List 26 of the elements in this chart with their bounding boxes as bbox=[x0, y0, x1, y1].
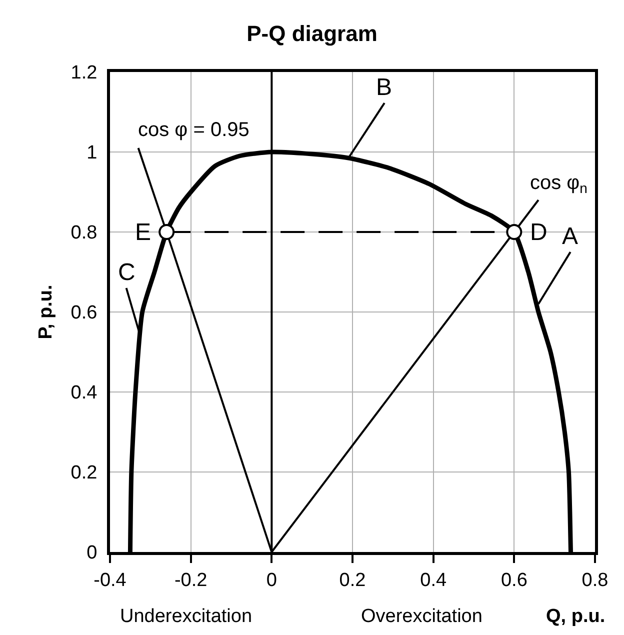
text: Overexcitation bbox=[361, 606, 482, 627]
annotation: A bbox=[562, 223, 578, 250]
annotation: cos φ = 0.95 bbox=[138, 119, 250, 141]
x-tick-label: -0.4 bbox=[94, 570, 127, 591]
text: Underexcitation bbox=[120, 606, 252, 627]
x-tick-label: 0 bbox=[266, 570, 277, 591]
x-tick-label: 0.6 bbox=[500, 570, 528, 591]
y-tick-label: 0.8 bbox=[70, 222, 98, 244]
x-tick-label: 0.8 bbox=[582, 570, 608, 591]
x-tick-label: 0.2 bbox=[339, 570, 366, 591]
y-tick-label: 0.2 bbox=[70, 462, 98, 484]
y-tick-label: 0.6 bbox=[70, 302, 98, 324]
y-axis-title: P, p.u. bbox=[36, 284, 57, 340]
chart-title: P-Q diagram bbox=[246, 20, 378, 46]
annotation: B bbox=[376, 74, 392, 101]
annotation: cos φ$_{n}$ bbox=[530, 172, 588, 196]
x-axis-title: Q, p.u. bbox=[546, 606, 606, 627]
y-tick-label: 1.2 bbox=[70, 62, 98, 84]
y-tick-label: 0 bbox=[86, 542, 98, 564]
annotation: C bbox=[118, 259, 136, 286]
x-tick-label: -0.2 bbox=[174, 570, 208, 591]
y-tick-label: 0.4 bbox=[70, 382, 98, 404]
y-tick-label: 1 bbox=[86, 142, 98, 164]
x-tick-label: 0.4 bbox=[420, 570, 447, 591]
annotation: E bbox=[135, 219, 152, 246]
annotation: D bbox=[530, 219, 548, 246]
